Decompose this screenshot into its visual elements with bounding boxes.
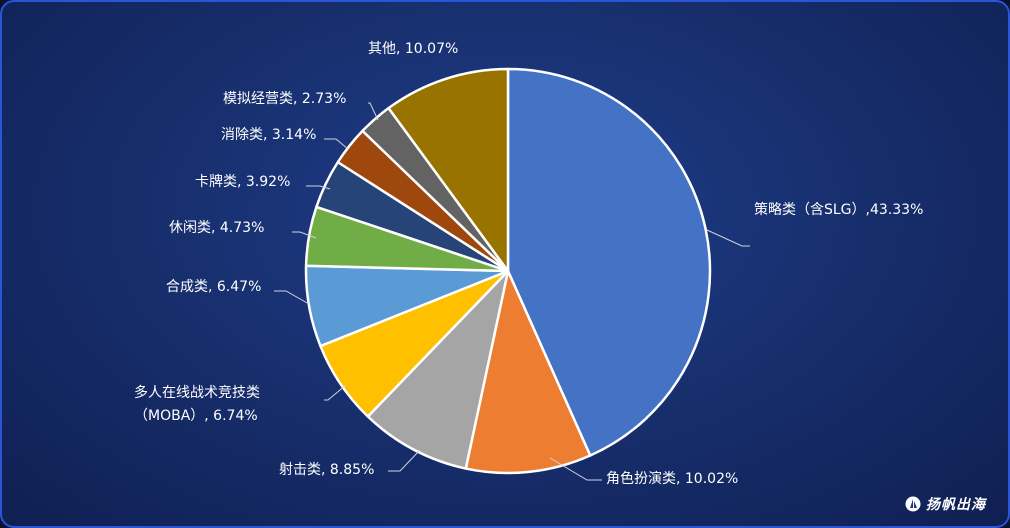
slice-label-3: 射击类, 8.85% — [279, 462, 374, 478]
brand-name: 扬帆出海 — [926, 497, 986, 513]
leader-line-2 — [549, 457, 602, 481]
brand-watermark: 扬帆出海 — [905, 494, 986, 514]
leader-line-5 — [274, 290, 310, 305]
pie-slice-2 — [464, 269, 592, 475]
slice-label-1: 策略类（含SLG）,43.33% — [754, 201, 923, 218]
slice-label-7: 卡牌类, 3.92% — [195, 173, 290, 190]
slice-label-6: 休闲类, 4.73% — [169, 220, 264, 236]
leader-line-3 — [388, 449, 421, 472]
slice-label-4-line-1: 多人在线战术竞技类 — [134, 384, 260, 401]
leader-line-4 — [324, 384, 347, 401]
leader-line-7 — [306, 185, 331, 190]
slice-label-9: 模拟经营类, 2.73% — [223, 91, 346, 107]
slice-label-10: 其他, 10.07% — [368, 41, 458, 57]
leader-line-9 — [368, 102, 379, 121]
pie-slice-1 — [506, 67, 712, 457]
slice-label-2: 角色扮演类, 10.02% — [606, 470, 738, 487]
slice-label-4-line-2: （MOBA）, 6.74% — [134, 408, 258, 424]
pie-slice-3 — [366, 269, 510, 470]
pie-slice-10 — [387, 67, 510, 273]
leader-line-6 — [292, 231, 317, 239]
pie-slices — [304, 67, 712, 475]
leader-line-1 — [706, 229, 750, 247]
slice-label-5: 合成类, 6.47% — [166, 279, 261, 295]
sail-logo-icon — [905, 496, 921, 512]
slice-label-8: 消除类, 3.14% — [221, 127, 316, 143]
leader-lines — [274, 102, 750, 481]
leader-line-8 — [324, 138, 349, 150]
slice-labels: 策略类（含SLG）,43.33% 角色扮演类, 10.02% 射击类, 8.85% 多… — [134, 41, 923, 487]
